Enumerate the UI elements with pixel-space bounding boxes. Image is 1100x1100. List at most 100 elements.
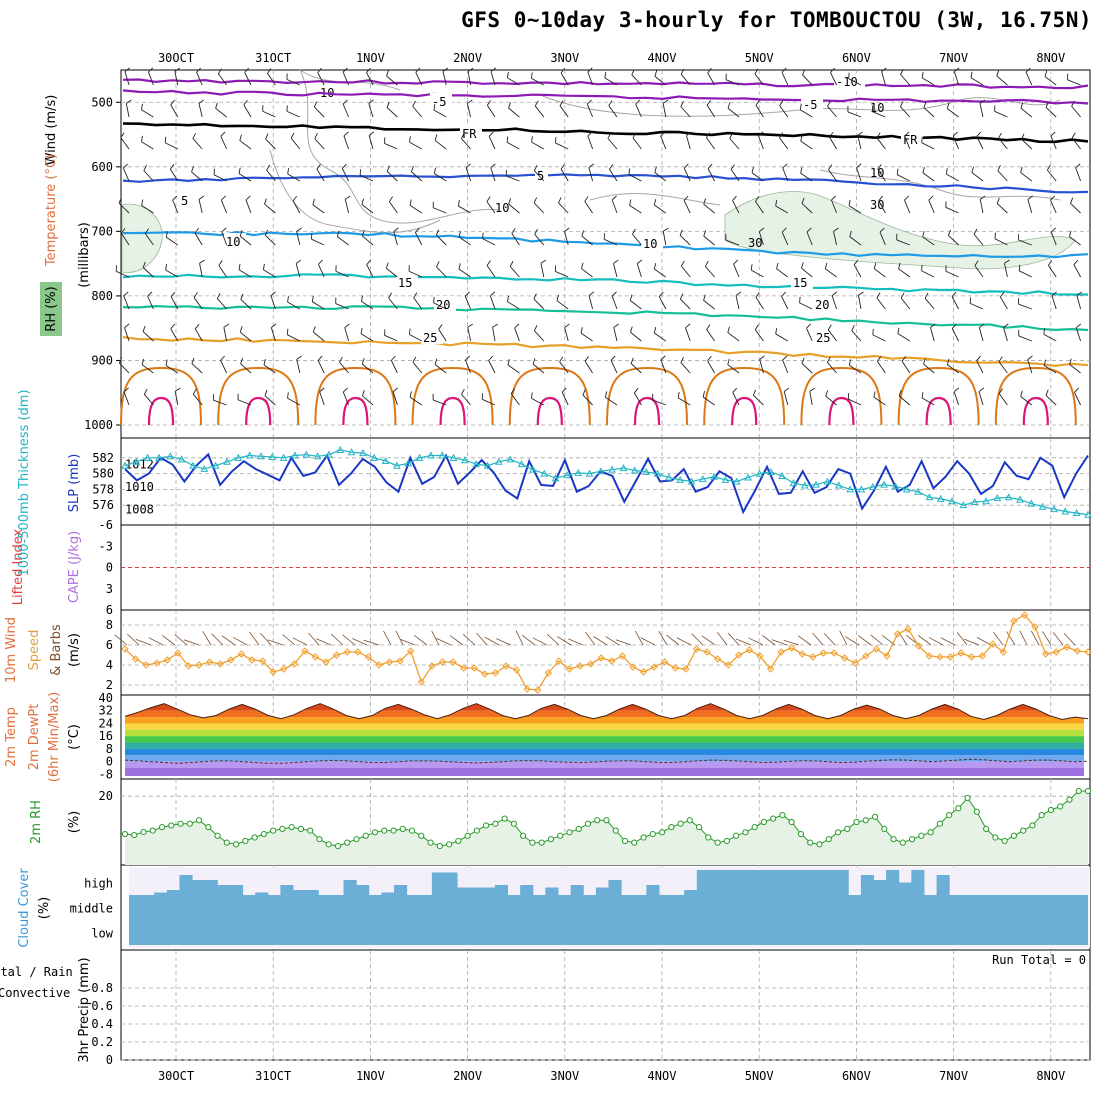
wind-barb-flag — [751, 166, 754, 173]
cloud-high-bar — [785, 870, 799, 895]
rh-point — [668, 824, 675, 831]
wind-barb-flag — [1020, 166, 1023, 173]
wind-barb-flag — [997, 165, 1001, 171]
wind-barb-flag — [287, 167, 290, 175]
wind-barb — [165, 236, 179, 246]
rh-point — [362, 832, 369, 839]
isotherm-label: 15 — [398, 276, 412, 290]
minmax-label: (6hr Min/Max) — [47, 692, 62, 782]
wind-barb — [996, 75, 1008, 86]
wind-barb — [683, 200, 691, 214]
rh-point — [1029, 822, 1036, 829]
wind-barb — [546, 633, 560, 646]
wind-speed-point — [280, 665, 288, 673]
wind-barb — [223, 327, 228, 342]
temperature-line — [124, 703, 1089, 721]
wind-speed-point — [904, 625, 912, 633]
wind-speed-point — [989, 640, 997, 648]
wind-barb — [1020, 107, 1033, 118]
thickness-point — [619, 464, 628, 472]
wind-speed-point — [544, 669, 553, 677]
wind-speed-point — [713, 655, 722, 663]
wind-barb-flag — [779, 132, 784, 138]
thickness-tick-label: 576 — [92, 498, 114, 512]
thickness-point — [1072, 509, 1081, 517]
wind-barb-flag — [311, 295, 314, 302]
rh-point — [621, 837, 629, 845]
wind-barb — [564, 327, 569, 342]
wind-barb — [582, 394, 593, 406]
wind-barb — [532, 363, 545, 374]
thickness-point — [744, 473, 752, 481]
wind-barb — [806, 231, 813, 246]
wind-barb-flag — [1068, 230, 1072, 237]
wind-barb — [654, 204, 667, 214]
rh-point — [279, 825, 286, 832]
wind-barb-flag — [174, 67, 181, 72]
wind-barb — [800, 140, 813, 150]
wind-barb — [319, 391, 325, 406]
wind-barb — [220, 136, 228, 150]
wind-barb-flag — [824, 262, 828, 269]
wind-barb — [436, 234, 447, 246]
wind-barb — [409, 141, 423, 150]
rh-point — [1066, 796, 1073, 803]
wind-barb-flag — [442, 67, 449, 72]
isotherm-30 — [120, 366, 202, 426]
wind-barb-flag — [192, 132, 197, 139]
wind-barb-flag — [971, 166, 974, 173]
wind-barb-flag — [588, 163, 594, 168]
rh-contour-label: 10 — [870, 101, 884, 115]
wind-barb-flag — [609, 164, 614, 170]
wind-barb-flag — [1018, 264, 1021, 271]
wind-barb — [482, 398, 496, 406]
wind-barb-flag — [194, 323, 200, 330]
wind-barb-flag — [124, 323, 130, 329]
wind-barb — [467, 71, 472, 86]
wind-barb-flag — [831, 195, 837, 201]
wind-barb-flag — [946, 358, 950, 365]
wind-barb — [361, 300, 374, 310]
thickness-point — [857, 485, 866, 493]
wind-barb-flag — [142, 325, 146, 332]
wind-barb — [779, 105, 789, 118]
temp-unit: (°C) — [67, 724, 82, 750]
precip-convective-label: Convective — [0, 986, 70, 1000]
wind-barb-flag — [730, 164, 735, 170]
isotherm-label-bg — [813, 296, 835, 311]
wind-barb-flag — [313, 101, 318, 108]
thickness-point — [381, 456, 390, 464]
y-tick-label: 500 — [91, 95, 113, 109]
rh-point — [760, 818, 768, 826]
isotherm-10 — [122, 230, 1089, 259]
wind-barb-flag — [343, 131, 349, 137]
wind-barb-flag — [533, 165, 538, 171]
thickness-point — [121, 461, 129, 469]
wind-barb — [901, 361, 911, 374]
wind-barb-flag — [752, 389, 757, 396]
rh-point — [807, 839, 814, 846]
wind-barb — [979, 199, 984, 214]
date-label-top: 2NOV — [453, 51, 482, 65]
wind-barb-flag — [662, 99, 669, 104]
wind-barb — [976, 360, 984, 374]
wind-barb — [555, 142, 569, 150]
wind-barb — [782, 359, 789, 374]
wind-barb-flag — [221, 227, 227, 233]
thickness-point — [630, 466, 639, 474]
wind-barb-flag — [388, 196, 393, 202]
wind-barb — [533, 298, 545, 310]
wind-barb-flag — [123, 387, 129, 393]
wind-speed-point — [745, 646, 754, 654]
wind-speed-point — [375, 661, 383, 669]
wind-barb — [947, 108, 959, 118]
wind-barb — [873, 396, 886, 406]
thickness-tick-label: 578 — [92, 482, 114, 496]
wind-barb-flag — [506, 136, 509, 143]
rh-point — [371, 829, 379, 836]
wind-barb-flag — [896, 168, 899, 175]
wind-barb — [360, 333, 374, 342]
wind-barb-flag — [608, 100, 613, 106]
wind-barb — [412, 106, 423, 118]
wind-barb — [732, 392, 740, 406]
